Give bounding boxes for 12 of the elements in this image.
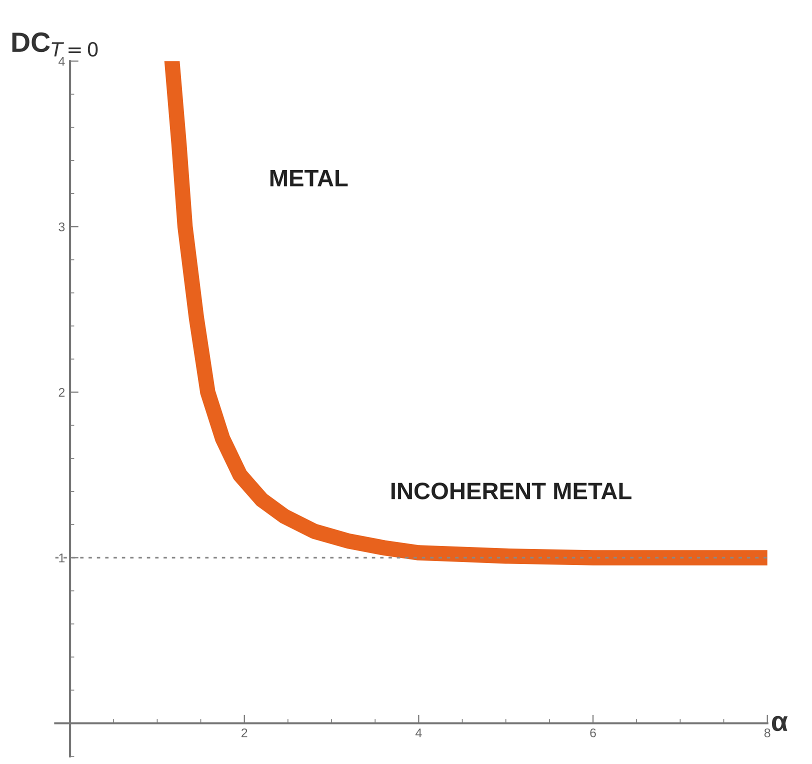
- annotation: INCOHERENT METAL: [391, 482, 632, 500]
- y-tick-label: 1: [59, 554, 65, 562]
- y-axis-title: DC$_{T=0}$: [12, 32, 98, 57]
- x-tick-label: 8: [764, 728, 770, 738]
- x-axis-title: α: [772, 716, 788, 732]
- y-tick-label: 4: [58, 57, 65, 66]
- annotation: METAL: [270, 170, 348, 186]
- y-tick-label: 3: [58, 222, 65, 232]
- x-tick-label: 4: [416, 728, 422, 738]
- y-tick-label: 2: [58, 388, 65, 397]
- x-tick-label: 2: [242, 728, 248, 738]
- x-tick-label: 6: [590, 728, 596, 738]
